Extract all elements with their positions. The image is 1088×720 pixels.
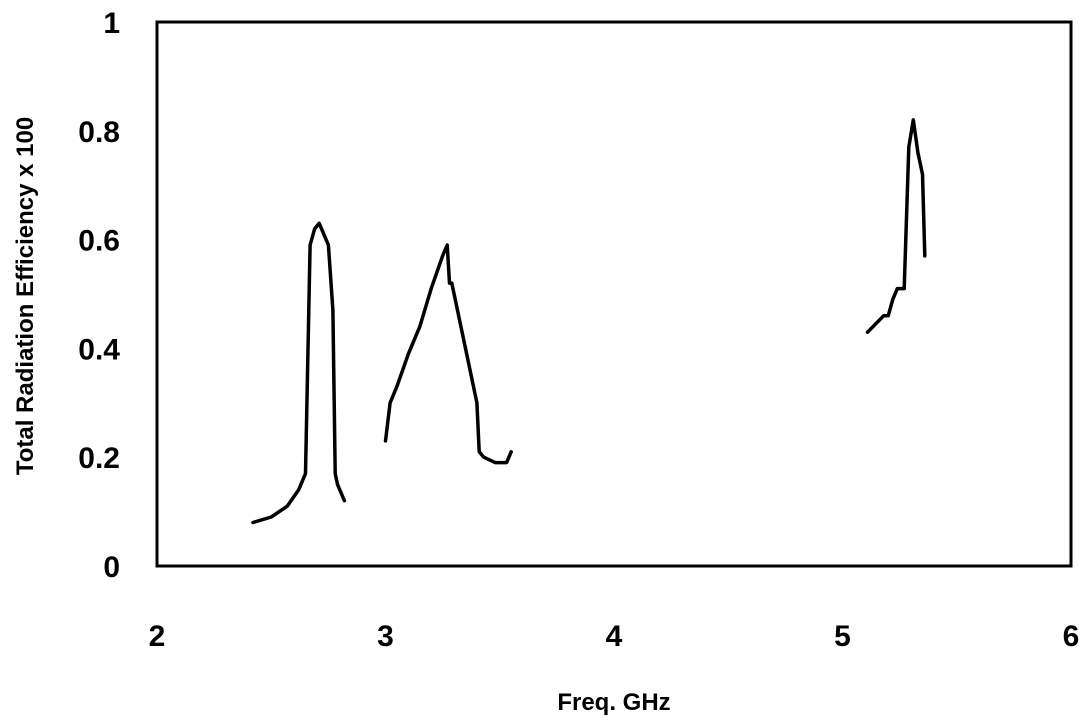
x-tick-label: 5 [834, 620, 851, 653]
x-tick-label: 6 [1063, 620, 1080, 653]
x-tick-label: 4 [606, 620, 623, 653]
series-lines [251, 118, 927, 525]
series-line-2 [383, 243, 513, 465]
series-line-3 [865, 118, 927, 334]
y-axis-title: Total Radiation Efficiency x 100 [12, 117, 39, 475]
x-tick-labels: 2 3 4 5 6 [149, 620, 1080, 653]
x-tick-label: 3 [377, 620, 394, 653]
y-tick-label: 0.6 [78, 225, 120, 258]
y-tick-label: 0 [103, 551, 120, 584]
y-tick-labels: 0 0.2 0.4 0.6 0.8 1 [78, 7, 120, 584]
x-axis-title: Freq. GHz [557, 689, 670, 716]
y-tick-label: 0.4 [78, 333, 120, 366]
series-line-1 [251, 221, 347, 525]
y-tick-label: 0.8 [78, 116, 120, 149]
y-tick-label: 1 [103, 7, 120, 40]
plot-area-frame [155, 20, 1073, 568]
y-tick-label: 0.2 [78, 442, 120, 475]
x-tick-label: 2 [149, 620, 166, 653]
